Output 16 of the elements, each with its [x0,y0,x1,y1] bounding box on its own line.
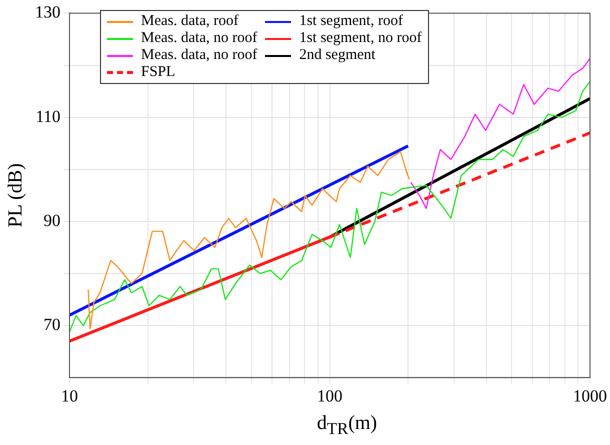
y-tick-label: 70 [44,315,60,334]
legend-label: 2nd segment [299,47,376,64]
legend-label: FSPL [141,64,176,81]
y-tick-label: 130 [35,2,60,22]
y-tick-label: 90 [44,210,60,230]
legend-label: Meas. data, roof [141,13,238,30]
legend-label: Meas. data, no roof [141,30,258,47]
legend-label: 1st segment, no roof [299,30,422,47]
x-tick-label: 1000 [573,386,607,406]
x-tick-label: 10 [61,386,78,406]
y-tick-label: 110 [36,106,60,126]
legend-label: 1st segment, roof [299,13,403,30]
x-axis-title: d$_{TR}$(m) [316,412,378,439]
legend-label: Meas. data, no roof [141,47,258,64]
y-axis-title: PL (dB) [4,163,26,228]
x-tick-label: 100 [317,386,342,406]
